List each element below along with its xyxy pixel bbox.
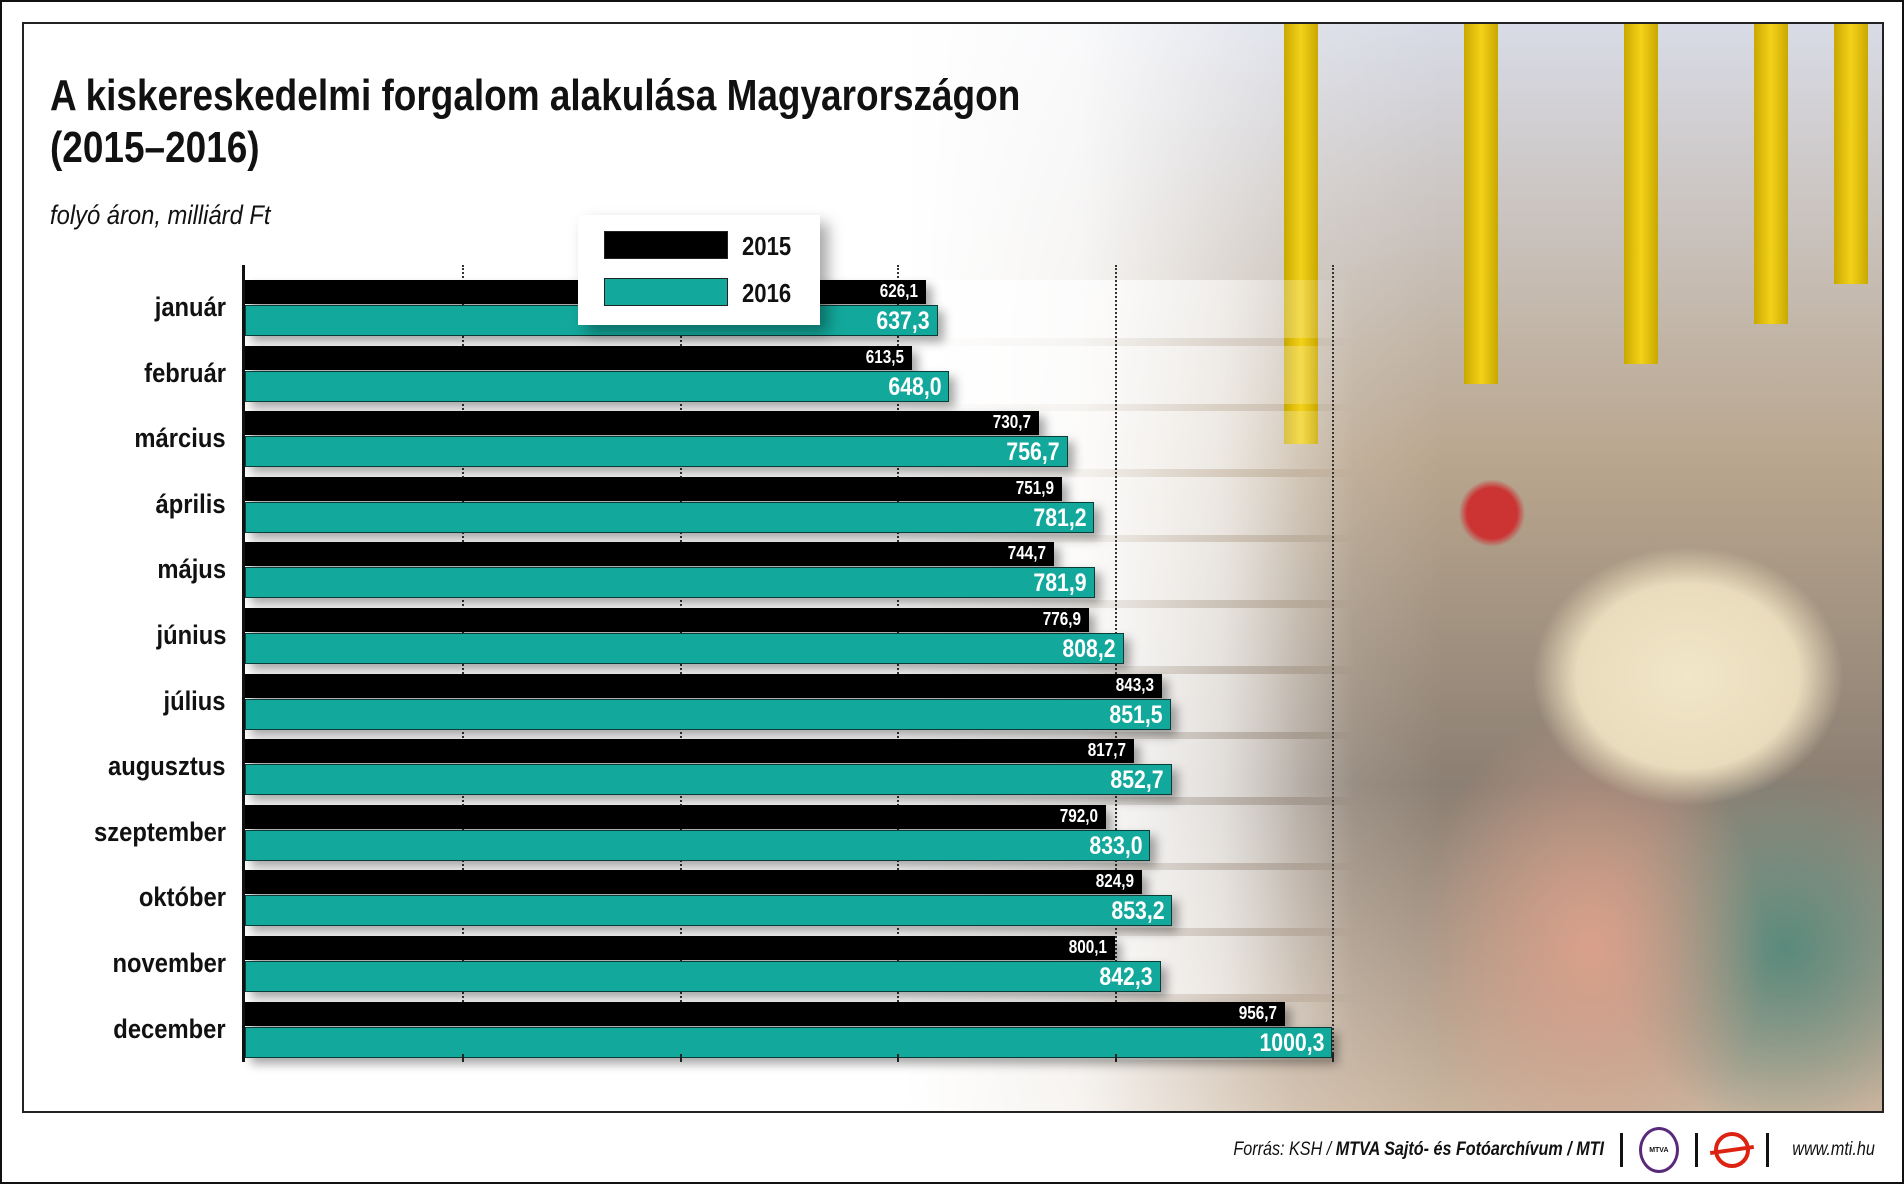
legend-label-2015: 2015 — [742, 231, 792, 261]
value-label-2016: 842,3 — [1099, 963, 1153, 991]
bar-2015 — [245, 673, 1162, 698]
bar-2015 — [245, 542, 1055, 567]
value-label-2015: 792,0 — [1059, 805, 1098, 826]
bar-2016 — [245, 764, 1172, 796]
photo-pillar — [1464, 24, 1498, 384]
axis-tick — [1114, 1054, 1117, 1062]
category-label: május — [157, 554, 226, 585]
bar-2016 — [245, 633, 1124, 664]
axis-tick — [897, 1054, 900, 1062]
photo-pillar — [1624, 24, 1658, 364]
divider — [1619, 1133, 1623, 1167]
value-label-2015: 744,7 — [1008, 543, 1047, 564]
bar-2016 — [245, 961, 1161, 992]
bar-2016 — [245, 370, 950, 402]
value-label-2016: 756,7 — [1006, 438, 1060, 467]
y-axis-line — [242, 265, 245, 1062]
website-link[interactable]: www.mti.hu — [1792, 1139, 1875, 1160]
axis-tick — [462, 1054, 465, 1062]
bar-2015 — [245, 411, 1040, 436]
value-label-2016: 851,5 — [1109, 700, 1163, 729]
bar-2015 — [245, 804, 1106, 829]
bar-2016 — [245, 567, 1095, 599]
value-label-2015: 956,7 — [1238, 1002, 1277, 1023]
value-label-2016: 781,2 — [1032, 503, 1087, 532]
divider — [1765, 1133, 1769, 1167]
value-label-2015: 776,9 — [1043, 609, 1082, 629]
axis-tick — [679, 1054, 682, 1062]
bar-2016 — [245, 829, 1151, 861]
category-label: október — [138, 882, 226, 913]
source-text: Forrás: KSH / MTVA Sajtó- és Fotóarchívu… — [1233, 1139, 1604, 1161]
category-label: november — [112, 948, 226, 978]
category-label: január — [154, 292, 226, 322]
category-label: december — [113, 1013, 226, 1044]
category-label: március — [134, 423, 226, 454]
bar-2015 — [245, 476, 1063, 501]
bar-2016 — [245, 895, 1173, 927]
bar-2015 — [245, 1001, 1285, 1026]
bar-2016 — [245, 1026, 1333, 1058]
legend-label-2016: 2016 — [742, 278, 792, 308]
value-label-2016: 648,0 — [888, 372, 942, 401]
bar-2016 — [245, 436, 1068, 468]
value-label-2016: 808,2 — [1062, 635, 1116, 663]
value-label-2015: 824,9 — [1095, 871, 1134, 892]
value-label-2016: 852,7 — [1110, 766, 1164, 795]
value-label-2015: 613,5 — [865, 346, 904, 367]
value-label-2015: 843,3 — [1115, 674, 1154, 695]
category-label: szeptember — [93, 816, 226, 847]
title-line-2: (2015–2016) — [50, 123, 260, 172]
value-label-2015: 626,1 — [879, 281, 918, 301]
value-label-2016: 833,0 — [1089, 831, 1143, 860]
bar-2015 — [245, 870, 1142, 895]
source-prefix: Forrás: KSH / — [1233, 1139, 1336, 1160]
value-label-2015: 817,7 — [1087, 740, 1126, 761]
bar-2015 — [245, 608, 1090, 632]
divider — [1694, 1133, 1698, 1167]
value-label-2015: 730,7 — [992, 412, 1032, 433]
chart-title: A kiskereskedelmi forgalom alakulása Mag… — [50, 70, 1020, 174]
value-label-2016: 1000,3 — [1259, 1028, 1325, 1057]
photo-pillar — [1754, 24, 1788, 324]
mti-logo — [1713, 1132, 1750, 1168]
category-label: február — [144, 357, 226, 388]
legend-swatch-2015 — [604, 231, 728, 259]
title-line-1: A kiskereskedelmi forgalom alakulása Mag… — [50, 71, 1021, 120]
gridline — [1332, 265, 1334, 1062]
bar-2016 — [245, 501, 1095, 533]
bar-2015 — [245, 739, 1134, 764]
value-label-2015: 800,1 — [1068, 937, 1107, 957]
category-label: június — [156, 620, 226, 650]
mtva-logo: MTVA — [1638, 1127, 1679, 1173]
category-label: augusztus — [108, 751, 226, 782]
legend-swatch-2016 — [604, 278, 728, 306]
bar-2015 — [245, 345, 912, 370]
value-label-2016: 781,9 — [1033, 569, 1087, 598]
legend: 2015 2016 — [578, 215, 820, 325]
source-bold: MTVA Sajtó- és Fotóarchívum / MTI — [1335, 1139, 1604, 1160]
chart-subtitle: folyó áron, milliárd Ft — [50, 200, 271, 230]
bar-2015 — [245, 936, 1115, 960]
axis-tick — [1332, 1054, 1334, 1062]
category-label: július — [163, 685, 226, 716]
value-label-2016: 637,3 — [876, 307, 930, 335]
footer: Forrás: KSH / MTVA Sajtó- és Fotóarchívu… — [1168, 1127, 1882, 1173]
bar-2016 — [245, 698, 1171, 730]
photo-pillar — [1834, 24, 1868, 284]
category-label: április — [155, 488, 226, 519]
value-label-2016: 853,2 — [1111, 897, 1165, 926]
value-label-2015: 751,9 — [1016, 477, 1055, 498]
